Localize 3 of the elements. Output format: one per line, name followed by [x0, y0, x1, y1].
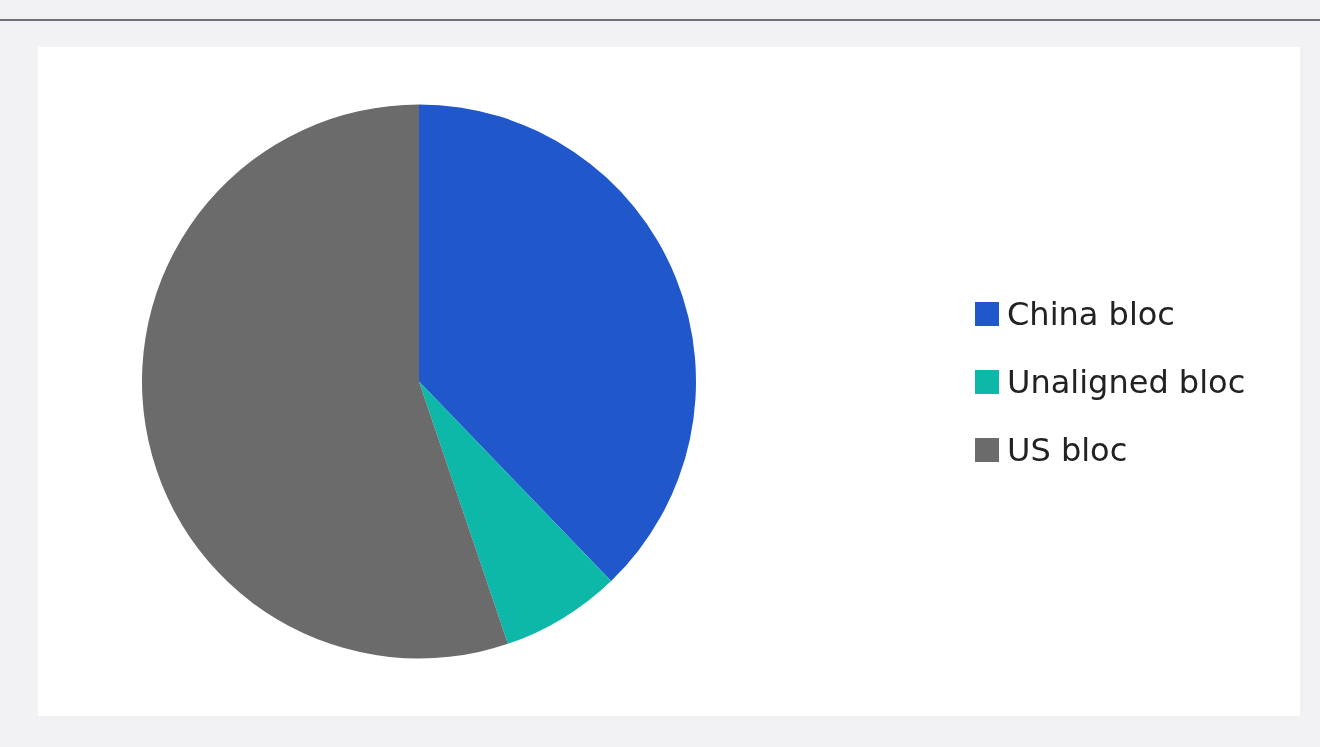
legend-label: China bloc [1007, 294, 1175, 333]
legend-label: US bloc [1007, 430, 1128, 469]
legend-label: Unaligned bloc [1007, 362, 1246, 401]
